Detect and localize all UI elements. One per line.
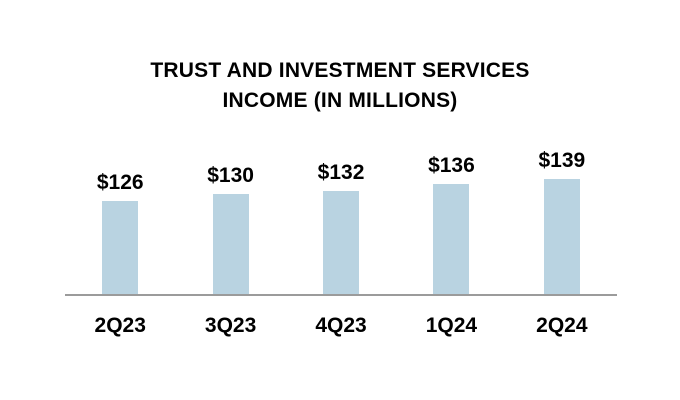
x-axis-label-3q23: 3Q23 bbox=[204, 314, 257, 337]
bar-4q23 bbox=[323, 190, 360, 294]
chart-title: TRUST AND INVESTMENT SERVICES INCOME (IN… bbox=[150, 59, 530, 112]
bar-3q23 bbox=[212, 194, 249, 294]
bar-value-label: $139 bbox=[538, 149, 586, 172]
x-axis-label-2q23: 2Q23 bbox=[94, 314, 146, 337]
x-axis-label-1q24: 1Q24 bbox=[425, 314, 478, 337]
bar-1q24 bbox=[433, 184, 470, 294]
bar-value-label: $132 bbox=[317, 160, 365, 184]
bar-group-2q23: $126 bbox=[65, 146, 175, 294]
x-axis-labels: 2Q23 3Q23 4Q23 1Q24 2Q24 bbox=[65, 314, 617, 338]
bar-2q24 bbox=[543, 179, 580, 294]
bar-group-2q24: $139 bbox=[507, 146, 617, 294]
bar-value-label: $126 bbox=[96, 170, 144, 194]
plot-area: $126 $130 $132 $136 $139 bbox=[65, 146, 617, 296]
x-axis-label-2q24: 2Q24 bbox=[536, 314, 588, 337]
x-axis-label-4q23: 4Q23 bbox=[315, 314, 367, 337]
bar-value-label: $136 bbox=[428, 154, 475, 177]
bar-group-3q23: $130 bbox=[175, 146, 285, 294]
bar-value-label: $130 bbox=[207, 164, 254, 187]
bar-group-1q24: $136 bbox=[396, 146, 506, 294]
bar-2q23 bbox=[102, 200, 139, 294]
bar-group-4q23: $132 bbox=[286, 146, 396, 294]
